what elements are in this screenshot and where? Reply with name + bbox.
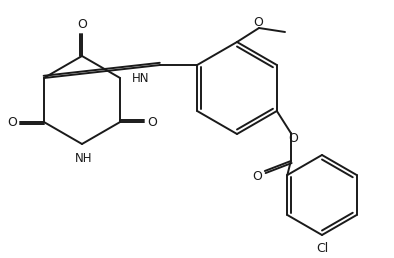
Text: O: O [288,133,298,146]
Text: NH: NH [75,151,93,165]
Text: Cl: Cl [316,243,328,255]
Text: O: O [252,170,262,182]
Text: O: O [77,19,87,31]
Text: HN: HN [132,71,150,85]
Text: O: O [147,116,157,128]
Text: O: O [253,17,263,29]
Text: O: O [7,116,17,128]
